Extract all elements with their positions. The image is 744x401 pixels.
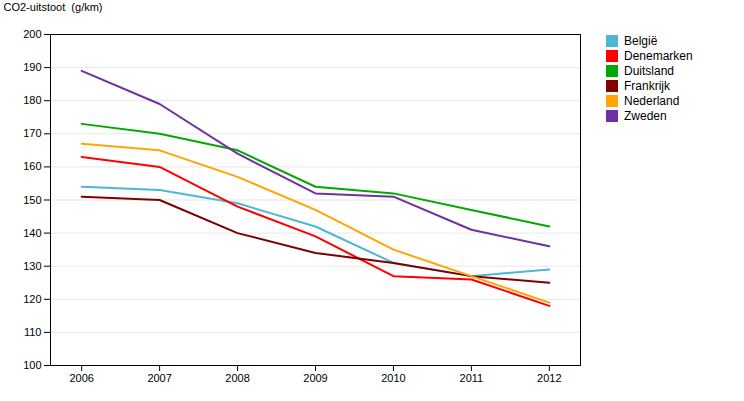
html-text:Duitsland: Duitsland xyxy=(624,64,674,78)
svg-text:120: 120 xyxy=(23,293,41,305)
svg-text:160: 160 xyxy=(23,160,41,172)
html-text:Zweden: Zweden xyxy=(624,109,667,123)
svg-text:2007: 2007 xyxy=(147,372,171,384)
svg-text:130: 130 xyxy=(23,260,41,272)
svg-text:2009: 2009 xyxy=(303,372,327,384)
svg-text:150: 150 xyxy=(23,194,41,206)
svg-text:2008: 2008 xyxy=(225,372,249,384)
html-text:Denemarken: Denemarken xyxy=(624,49,693,63)
svg-text:100: 100 xyxy=(23,359,41,371)
svg-text:CO2-uitstoot (g/km): CO2-uitstoot (g/km) xyxy=(4,1,103,13)
svg-text:140: 140 xyxy=(23,227,41,239)
svg-text:170: 170 xyxy=(23,127,41,139)
svg-text:180: 180 xyxy=(23,94,41,106)
html-text:België: België xyxy=(624,34,658,48)
svg-text:2010: 2010 xyxy=(381,372,405,384)
html-text:Frankrijk: Frankrijk xyxy=(624,79,670,93)
svg-text:2006: 2006 xyxy=(69,372,93,384)
html-text:Nederland: Nederland xyxy=(624,94,680,108)
svg-text:190: 190 xyxy=(23,61,41,73)
svg-text:110: 110 xyxy=(24,326,42,338)
svg-text:2011: 2011 xyxy=(460,372,484,384)
svg-text:200: 200 xyxy=(23,28,41,40)
svg-text:2012: 2012 xyxy=(537,372,561,384)
